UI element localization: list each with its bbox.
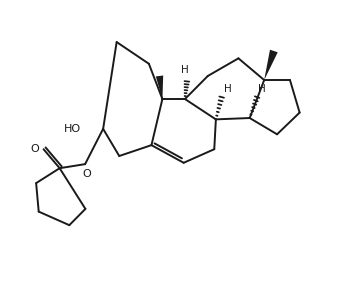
Text: H: H [181, 65, 189, 75]
Polygon shape [264, 50, 278, 80]
Polygon shape [156, 76, 163, 99]
Text: O: O [82, 169, 91, 179]
Text: H: H [224, 84, 232, 94]
Text: H: H [258, 84, 266, 94]
Text: O: O [31, 144, 39, 154]
Text: HO: HO [63, 124, 81, 134]
